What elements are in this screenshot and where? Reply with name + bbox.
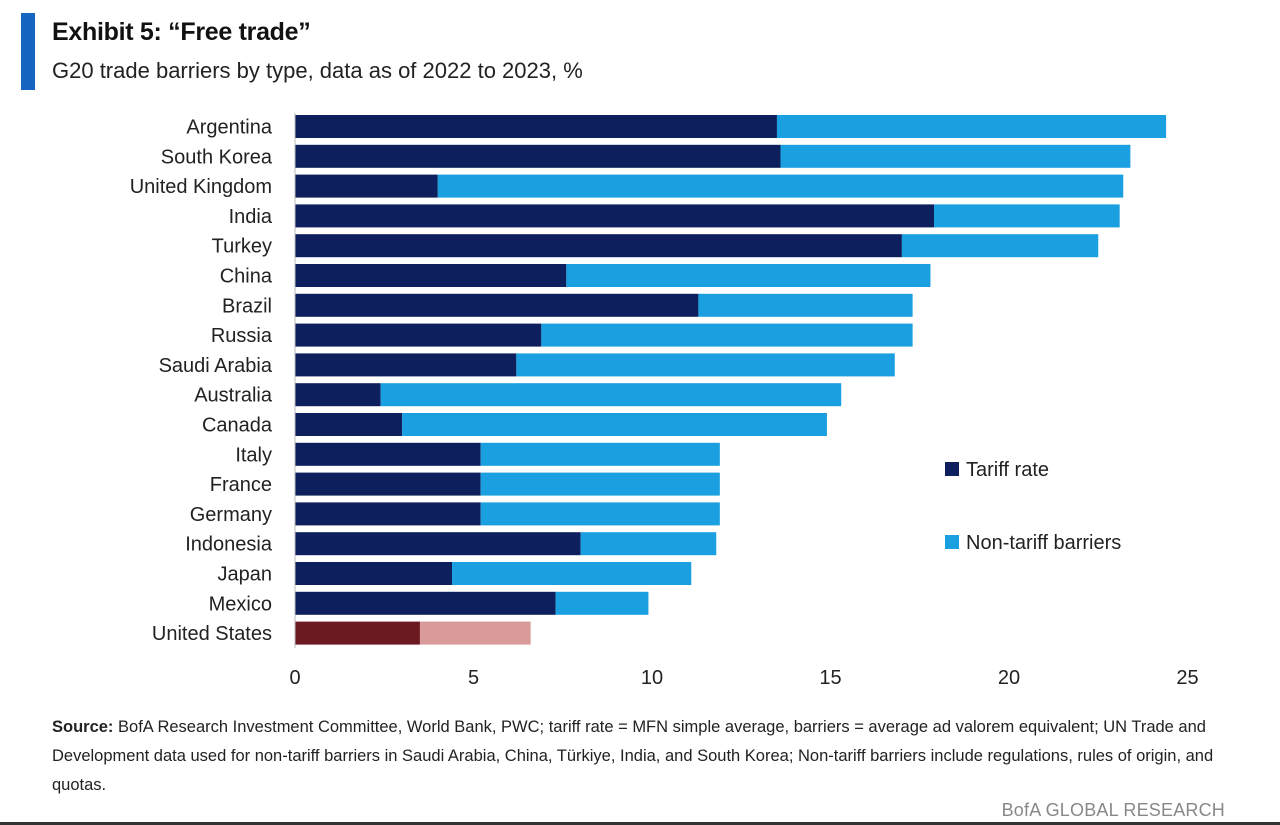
bar-non-tariff: [934, 204, 1120, 228]
bar-non-tariff: [580, 532, 717, 556]
legend-swatch-tariff: [945, 462, 959, 476]
category-label: Saudi Arabia: [159, 355, 273, 377]
category-label: Japan: [218, 564, 273, 586]
bar-tariff: [295, 204, 935, 228]
bar-non-tariff: [780, 144, 1131, 168]
bar-tariff: [295, 353, 517, 377]
category-label: Mexico: [209, 593, 272, 615]
bar-tariff: [295, 562, 453, 585]
bar-tariff: [295, 174, 438, 198]
x-tick-label: 25: [1176, 667, 1198, 689]
bar-chart: Argentina South Korea United Kingdom India T…: [130, 113, 1199, 689]
bar-tariff: [295, 323, 542, 347]
category-label: Canada: [202, 415, 273, 437]
x-axis-ticks: 0 5 10 15 20 25: [289, 667, 1198, 689]
category-label: United States: [152, 623, 272, 645]
x-tick-label: 10: [641, 667, 663, 689]
category-label: China: [220, 266, 273, 288]
bar-non-tariff: [541, 323, 913, 347]
bars-group: [295, 115, 1167, 645]
category-label: France: [210, 474, 272, 496]
bar-tariff: [295, 115, 777, 138]
bar-tariff: [295, 413, 403, 436]
bar-non-tariff: [437, 174, 1124, 198]
accent-bar: [21, 13, 35, 90]
bar-non-tariff: [480, 502, 720, 526]
bar-non-tariff: [419, 621, 531, 645]
bar-non-tariff: [566, 264, 931, 287]
category-label: United Kingdom: [130, 176, 272, 198]
category-label: Italy: [235, 444, 272, 466]
bar-tariff: [295, 591, 556, 615]
bar-non-tariff: [452, 562, 692, 585]
chart-title: Exhibit 5: “Free trade”: [52, 18, 311, 46]
bar-non-tariff: [555, 591, 649, 615]
legend: Tariff rate Non-tariff barriers: [945, 459, 1121, 554]
legend-label-tariff: Tariff rate: [966, 459, 1049, 481]
x-tick-label: 0: [289, 667, 300, 689]
chart-subtitle: G20 trade barriers by type, data as of 2…: [52, 58, 583, 83]
legend-label-non-tariff: Non-tariff barriers: [966, 532, 1121, 554]
bar-tariff: [295, 472, 481, 496]
bar-tariff: [295, 621, 420, 645]
bar-tariff: [295, 264, 567, 287]
x-tick-label: 20: [998, 667, 1020, 689]
bar-non-tariff: [516, 353, 895, 377]
category-label: Australia: [194, 385, 273, 407]
category-labels: Argentina South Korea United Kingdom India T…: [130, 117, 273, 646]
bar-non-tariff: [402, 413, 827, 436]
category-label: Turkey: [212, 236, 272, 258]
bottom-rule: [0, 822, 1280, 825]
category-label: Indonesia: [185, 534, 273, 556]
source-text: BofA Research Investment Committee, Worl…: [52, 718, 1214, 794]
bar-tariff: [295, 144, 781, 168]
bar-non-tariff: [380, 383, 842, 407]
category-label: India: [229, 206, 273, 228]
source-label: Source:: [52, 718, 114, 736]
bar-tariff: [295, 383, 381, 407]
bar-tariff: [295, 234, 902, 258]
category-label: Germany: [190, 504, 272, 526]
bar-tariff: [295, 532, 581, 556]
category-label: Russia: [211, 325, 273, 347]
category-label: South Korea: [161, 146, 273, 168]
legend-swatch-non-tariff: [945, 535, 959, 549]
bar-non-tariff: [480, 442, 720, 466]
x-tick-label: 5: [468, 667, 479, 689]
bar-tariff: [295, 442, 481, 466]
category-label: Brazil: [222, 295, 272, 317]
bar-non-tariff: [901, 234, 1099, 258]
bar-non-tariff: [480, 472, 720, 496]
brand-footer: BofA GLOBAL RESEARCH: [1001, 800, 1225, 820]
x-tick-label: 15: [819, 667, 841, 689]
bar-non-tariff: [698, 293, 913, 317]
source-note: Source: BofA Research Investment Committ…: [52, 713, 1252, 800]
bar-tariff: [295, 293, 699, 317]
bar-tariff: [295, 502, 481, 526]
category-label: Argentina: [186, 117, 272, 139]
bar-non-tariff: [776, 115, 1167, 138]
